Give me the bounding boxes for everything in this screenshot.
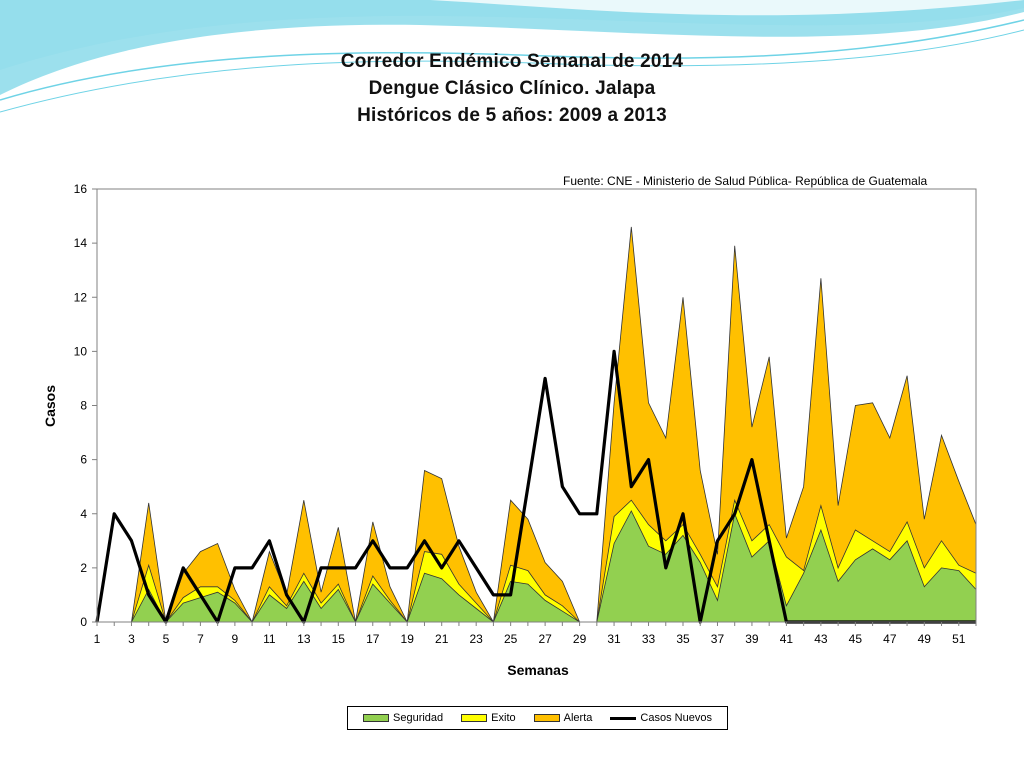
y-tick-label: 8 [80, 399, 87, 413]
x-tick-label: 49 [918, 632, 932, 646]
swoosh-band-white [430, 0, 1024, 16]
legend-swatch-casos-nuevos [610, 716, 637, 720]
x-tick-label: 15 [332, 632, 346, 646]
x-tick-label: 51 [952, 632, 966, 646]
y-tick-label: 12 [74, 290, 88, 304]
chart-title: Corredor Endémico Semanal de 2014 Dengue… [262, 48, 762, 129]
swoosh-band-light [0, 0, 1024, 70]
x-tick-label: 1 [94, 632, 101, 646]
legend-label-alerta: Alerta [563, 712, 593, 724]
x-tick-label: 5 [163, 632, 170, 646]
y-tick-label: 0 [80, 615, 87, 629]
x-tick-label: 23 [469, 632, 483, 646]
legend-item-exito: Exito [461, 712, 516, 724]
y-tick-label: 2 [80, 561, 87, 575]
y-tick-label: 10 [74, 344, 88, 358]
x-axis: 1 3 5 7 9 11 13 15 17 19 21 23 25 27 29 31 33 35 37 39 41 43 4… [94, 622, 977, 646]
x-tick-label: 17 [366, 632, 380, 646]
legend-swatch-alerta [533, 714, 560, 722]
x-tick-label: 27 [538, 632, 552, 646]
swoosh-line-1 [0, 19, 1024, 101]
x-tick-label: 35 [676, 632, 690, 646]
title-line-2: Dengue Clásico Clínico. Jalapa [368, 78, 656, 99]
x-tick-label: 11 [263, 632, 276, 646]
x-tick-label: 13 [297, 632, 311, 646]
x-tick-label: 33 [642, 632, 656, 646]
legend-item-alerta: Alerta [533, 712, 593, 724]
slide-header-swoosh [0, 0, 1024, 113]
legend-item-casos-nuevos: Casos Nuevos [610, 712, 712, 724]
y-axis: 0 2 4 6 8 10 12 14 16 [74, 182, 97, 629]
x-axis-label: Semanas [507, 662, 569, 678]
chart-legend: Seguridad Exito Alerta Casos Nuevos [347, 706, 728, 730]
x-tick-label: 39 [745, 632, 759, 646]
y-tick-label: 4 [80, 507, 87, 521]
x-tick-label: 41 [780, 632, 794, 646]
x-tick-label: 47 [883, 632, 897, 646]
x-tick-label: 37 [711, 632, 725, 646]
legend-item-seguridad: Seguridad [363, 712, 443, 724]
x-tick-label: 21 [435, 632, 449, 646]
y-tick-label: 14 [74, 236, 88, 250]
y-tick-label: 6 [80, 453, 87, 467]
x-tick-label: 7 [197, 632, 204, 646]
x-tick-label: 45 [849, 632, 863, 646]
legend-swatch-seguridad [363, 714, 389, 722]
swoosh-line-2 [0, 29, 1024, 113]
legend-label-casos-nuevos: Casos Nuevos [640, 712, 712, 724]
x-tick-label: 19 [401, 632, 415, 646]
x-tick-label: 43 [814, 632, 828, 646]
x-tick-label: 29 [573, 632, 587, 646]
x-tick-label: 9 [232, 632, 239, 646]
source-note: Fuente: CNE - Ministerio de Salud Públic… [563, 174, 928, 188]
y-axis-label: Casos [42, 385, 58, 427]
legend-label-seguridad: Seguridad [393, 712, 444, 724]
x-tick-label: 31 [607, 632, 621, 646]
title-line-1: Corredor Endémico Semanal de 2014 [340, 51, 684, 72]
x-tick-label: 3 [128, 632, 135, 646]
x-tick-label: 25 [504, 632, 518, 646]
title-line-3: Históricos de 5 años: 2009 a 2013 [357, 105, 667, 126]
area-series-group [97, 226, 977, 624]
y-tick-label: 16 [74, 182, 88, 196]
legend-label-exito: Exito [491, 712, 516, 724]
legend-swatch-exito [461, 714, 488, 722]
area-seguridad [97, 510, 977, 623]
area-alerta [97, 226, 977, 624]
